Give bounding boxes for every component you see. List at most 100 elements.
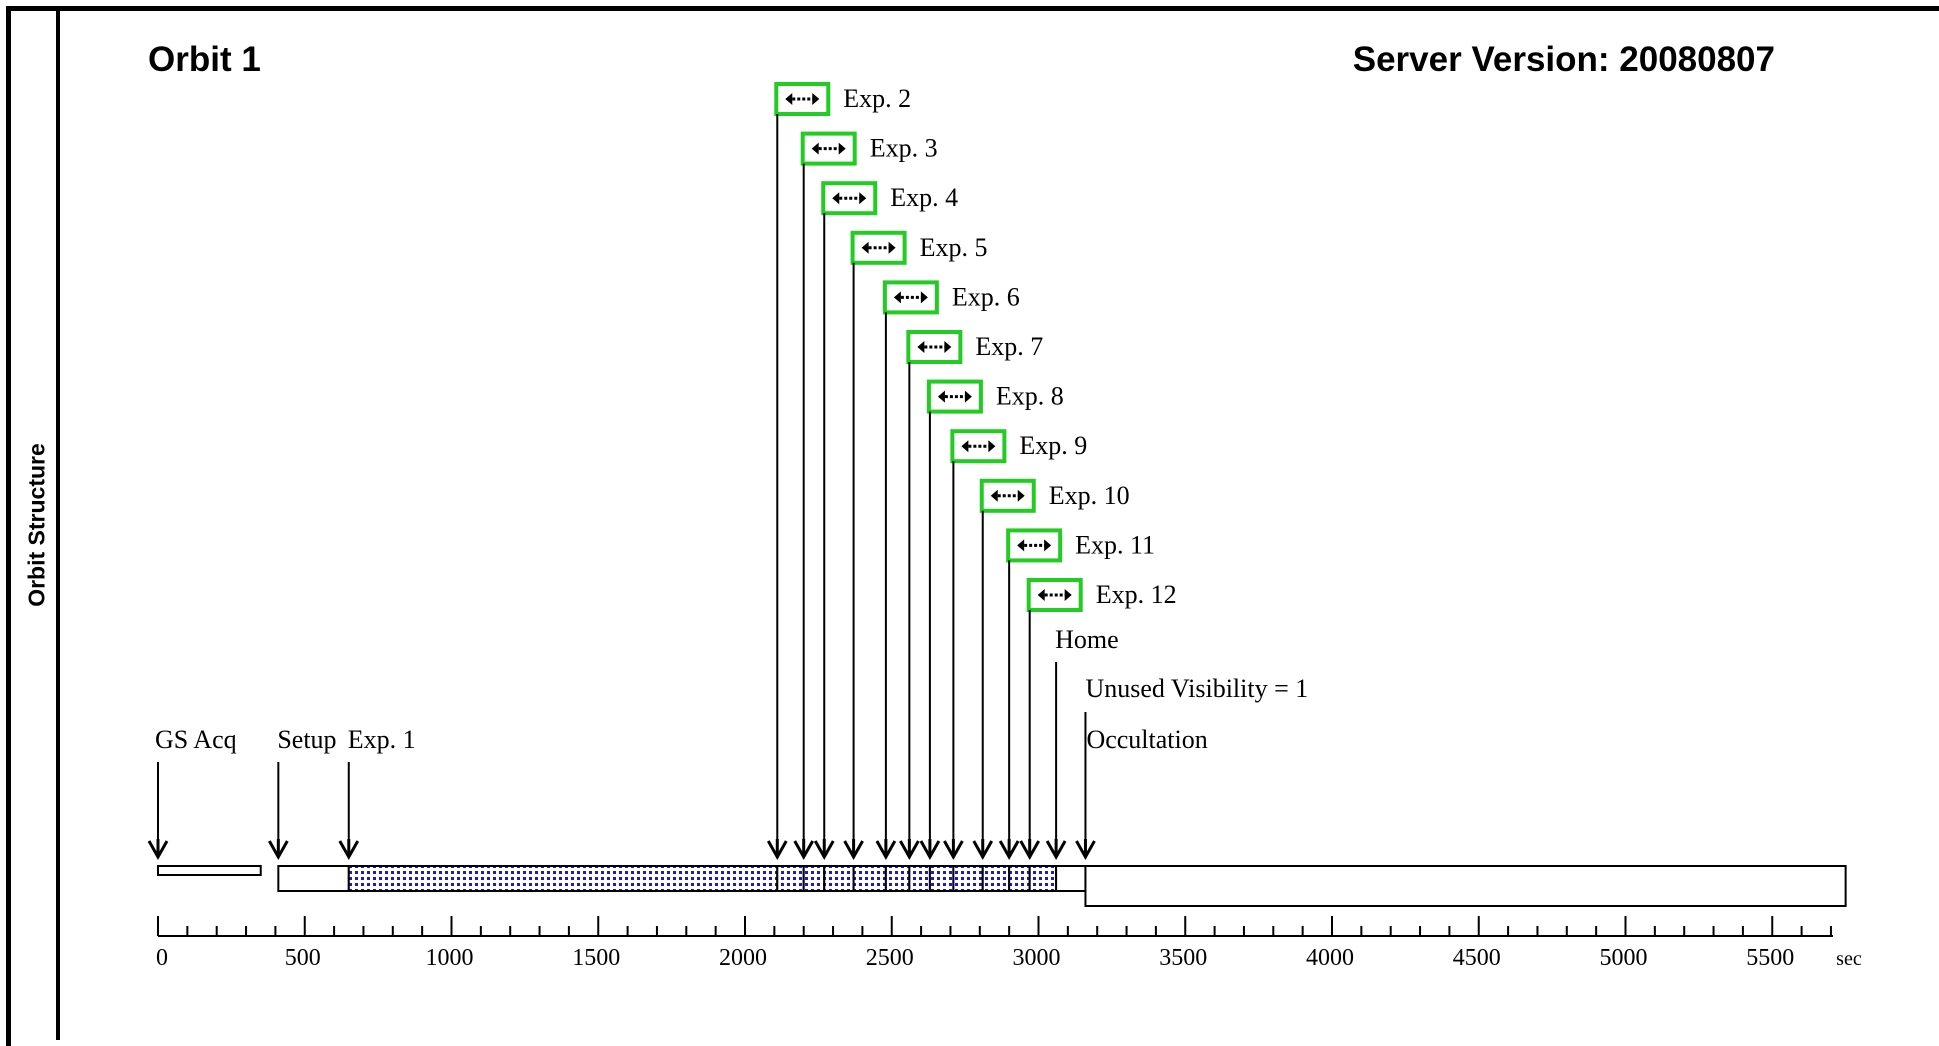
icon-left-head [832,192,840,205]
segment-exp-7 [908,865,931,892]
event-label: Setup [277,725,336,754]
segment-exp-12 [1028,865,1058,892]
event-label: Exp. 11 [1075,530,1155,559]
event-exp-12: Exp. 12 [1019,578,1177,861]
segment-exp-10 [981,865,1011,892]
tick-label: 3000 [1013,945,1061,971]
segment-exp-4 [823,865,855,892]
icon-right-head [944,341,952,353]
icon-right-head [988,440,996,453]
icon-left-head [990,489,998,502]
event-label: Exp. 7 [975,332,1043,361]
icon-right-head [859,192,867,205]
event-exp-4: Exp. 4 [813,181,958,861]
expand-toggle[interactable] [882,280,939,315]
icon-left-head [1037,589,1045,601]
side-band [6,6,60,1040]
segment-exp-1 [347,865,779,892]
expand-toggle[interactable] [1006,528,1063,563]
exposure-box [1026,578,1083,612]
icon-left-head [785,93,793,105]
segment-gs-acq [157,865,262,876]
event-home: Home [1045,625,1119,861]
tick-label: 1500 [572,945,620,971]
expand-toggle[interactable] [979,478,1036,513]
expand-toggle[interactable] [906,330,963,364]
event-label: Exp. 3 [870,134,938,163]
segment-exp-6 [884,865,911,892]
tick-label: 4500 [1453,945,1501,971]
segment-exp-11 [1008,865,1031,892]
segment-home [1055,865,1087,892]
segment-exp-5 [852,865,887,892]
event-setup: Setup [268,725,337,861]
event-exp-6: Exp. 6 [875,280,1020,861]
event-exp-3: Exp. 3 [793,131,938,861]
expand-toggle[interactable] [926,379,983,414]
segment-setup [277,865,350,892]
tick-label: 2500 [866,945,914,971]
event-exp-7: Exp. 7 [899,330,1043,861]
expand-toggle[interactable] [850,230,907,265]
tick-label: 4000 [1306,945,1354,971]
timeline-segments [157,865,1847,907]
double-arrow-icon [961,440,996,453]
event-exp-5: Exp. 5 [843,230,988,861]
timeline-events: GS Acq Setup Exp. 1 Exp. 2 Exp. 3 Exp. 4 Exp. … [147,82,1308,861]
double-arrow-icon [917,341,952,353]
expand-toggle[interactable] [774,82,831,116]
icon-left-head [937,390,945,403]
icon-left-head [861,241,869,254]
event-exp-11: Exp. 11 [998,528,1155,861]
event-label: Unused Visibility = 1 [1085,674,1308,703]
icon-right-head [812,93,820,105]
event-exp-8: Exp. 8 [919,379,1064,861]
expand-toggle[interactable] [800,131,857,166]
double-arrow-icon [937,390,972,403]
icon-left-head [1017,539,1025,552]
tick-label: 3500 [1159,945,1207,971]
expand-toggle[interactable] [1026,578,1083,612]
segment-exp-8 [928,865,955,892]
event-label: Exp. 10 [1049,481,1130,510]
event-label: Exp. 6 [952,282,1020,311]
event-label: Home [1055,625,1119,654]
event-exp-2: Exp. 2 [766,82,911,861]
segment-exp-9 [952,865,984,892]
event-label: Occultation [1086,725,1207,754]
expand-toggle[interactable] [950,429,1007,464]
event-label: Exp. 5 [920,233,988,262]
event-exp-9: Exp. 9 [943,429,1087,861]
expand-toggle[interactable] [821,181,878,216]
icon-left-head [811,142,819,155]
event-label: Exp. 2 [843,84,911,113]
double-arrow-icon [861,241,896,254]
server-version: Server Version: 20080807 [1352,40,1775,79]
tick-label: 500 [285,945,321,971]
tick-label: 2000 [719,945,767,971]
tick-label: 5000 [1600,945,1648,971]
double-arrow-icon [1017,539,1052,552]
tick-label: 5500 [1746,945,1794,971]
icon-right-head [1044,539,1052,552]
double-arrow-icon [785,93,820,105]
orbit-title: Orbit 1 [148,40,261,79]
event-label: Exp. 1 [348,725,416,754]
double-arrow-icon [832,192,867,205]
segment-exp-3 [802,865,826,892]
event-unused-visibility-1: Unused Visibility = 1 [1075,674,1308,861]
icon-left-head [961,440,969,453]
icon-left-head [893,291,901,304]
double-arrow-icon [1037,589,1072,601]
event-label: Exp. 8 [996,382,1064,411]
icon-right-head [1064,589,1072,601]
icon-right-head [1017,489,1025,502]
event-label: Exp. 12 [1096,580,1177,609]
event-label: Exp. 9 [1019,431,1087,460]
event-occultation: Occultation [1086,725,1207,754]
tick-label: 0 [156,945,168,971]
icon-right-head [838,142,846,155]
segment-occultation [1084,865,1847,907]
event-gs-acq: GS Acq [147,725,237,861]
